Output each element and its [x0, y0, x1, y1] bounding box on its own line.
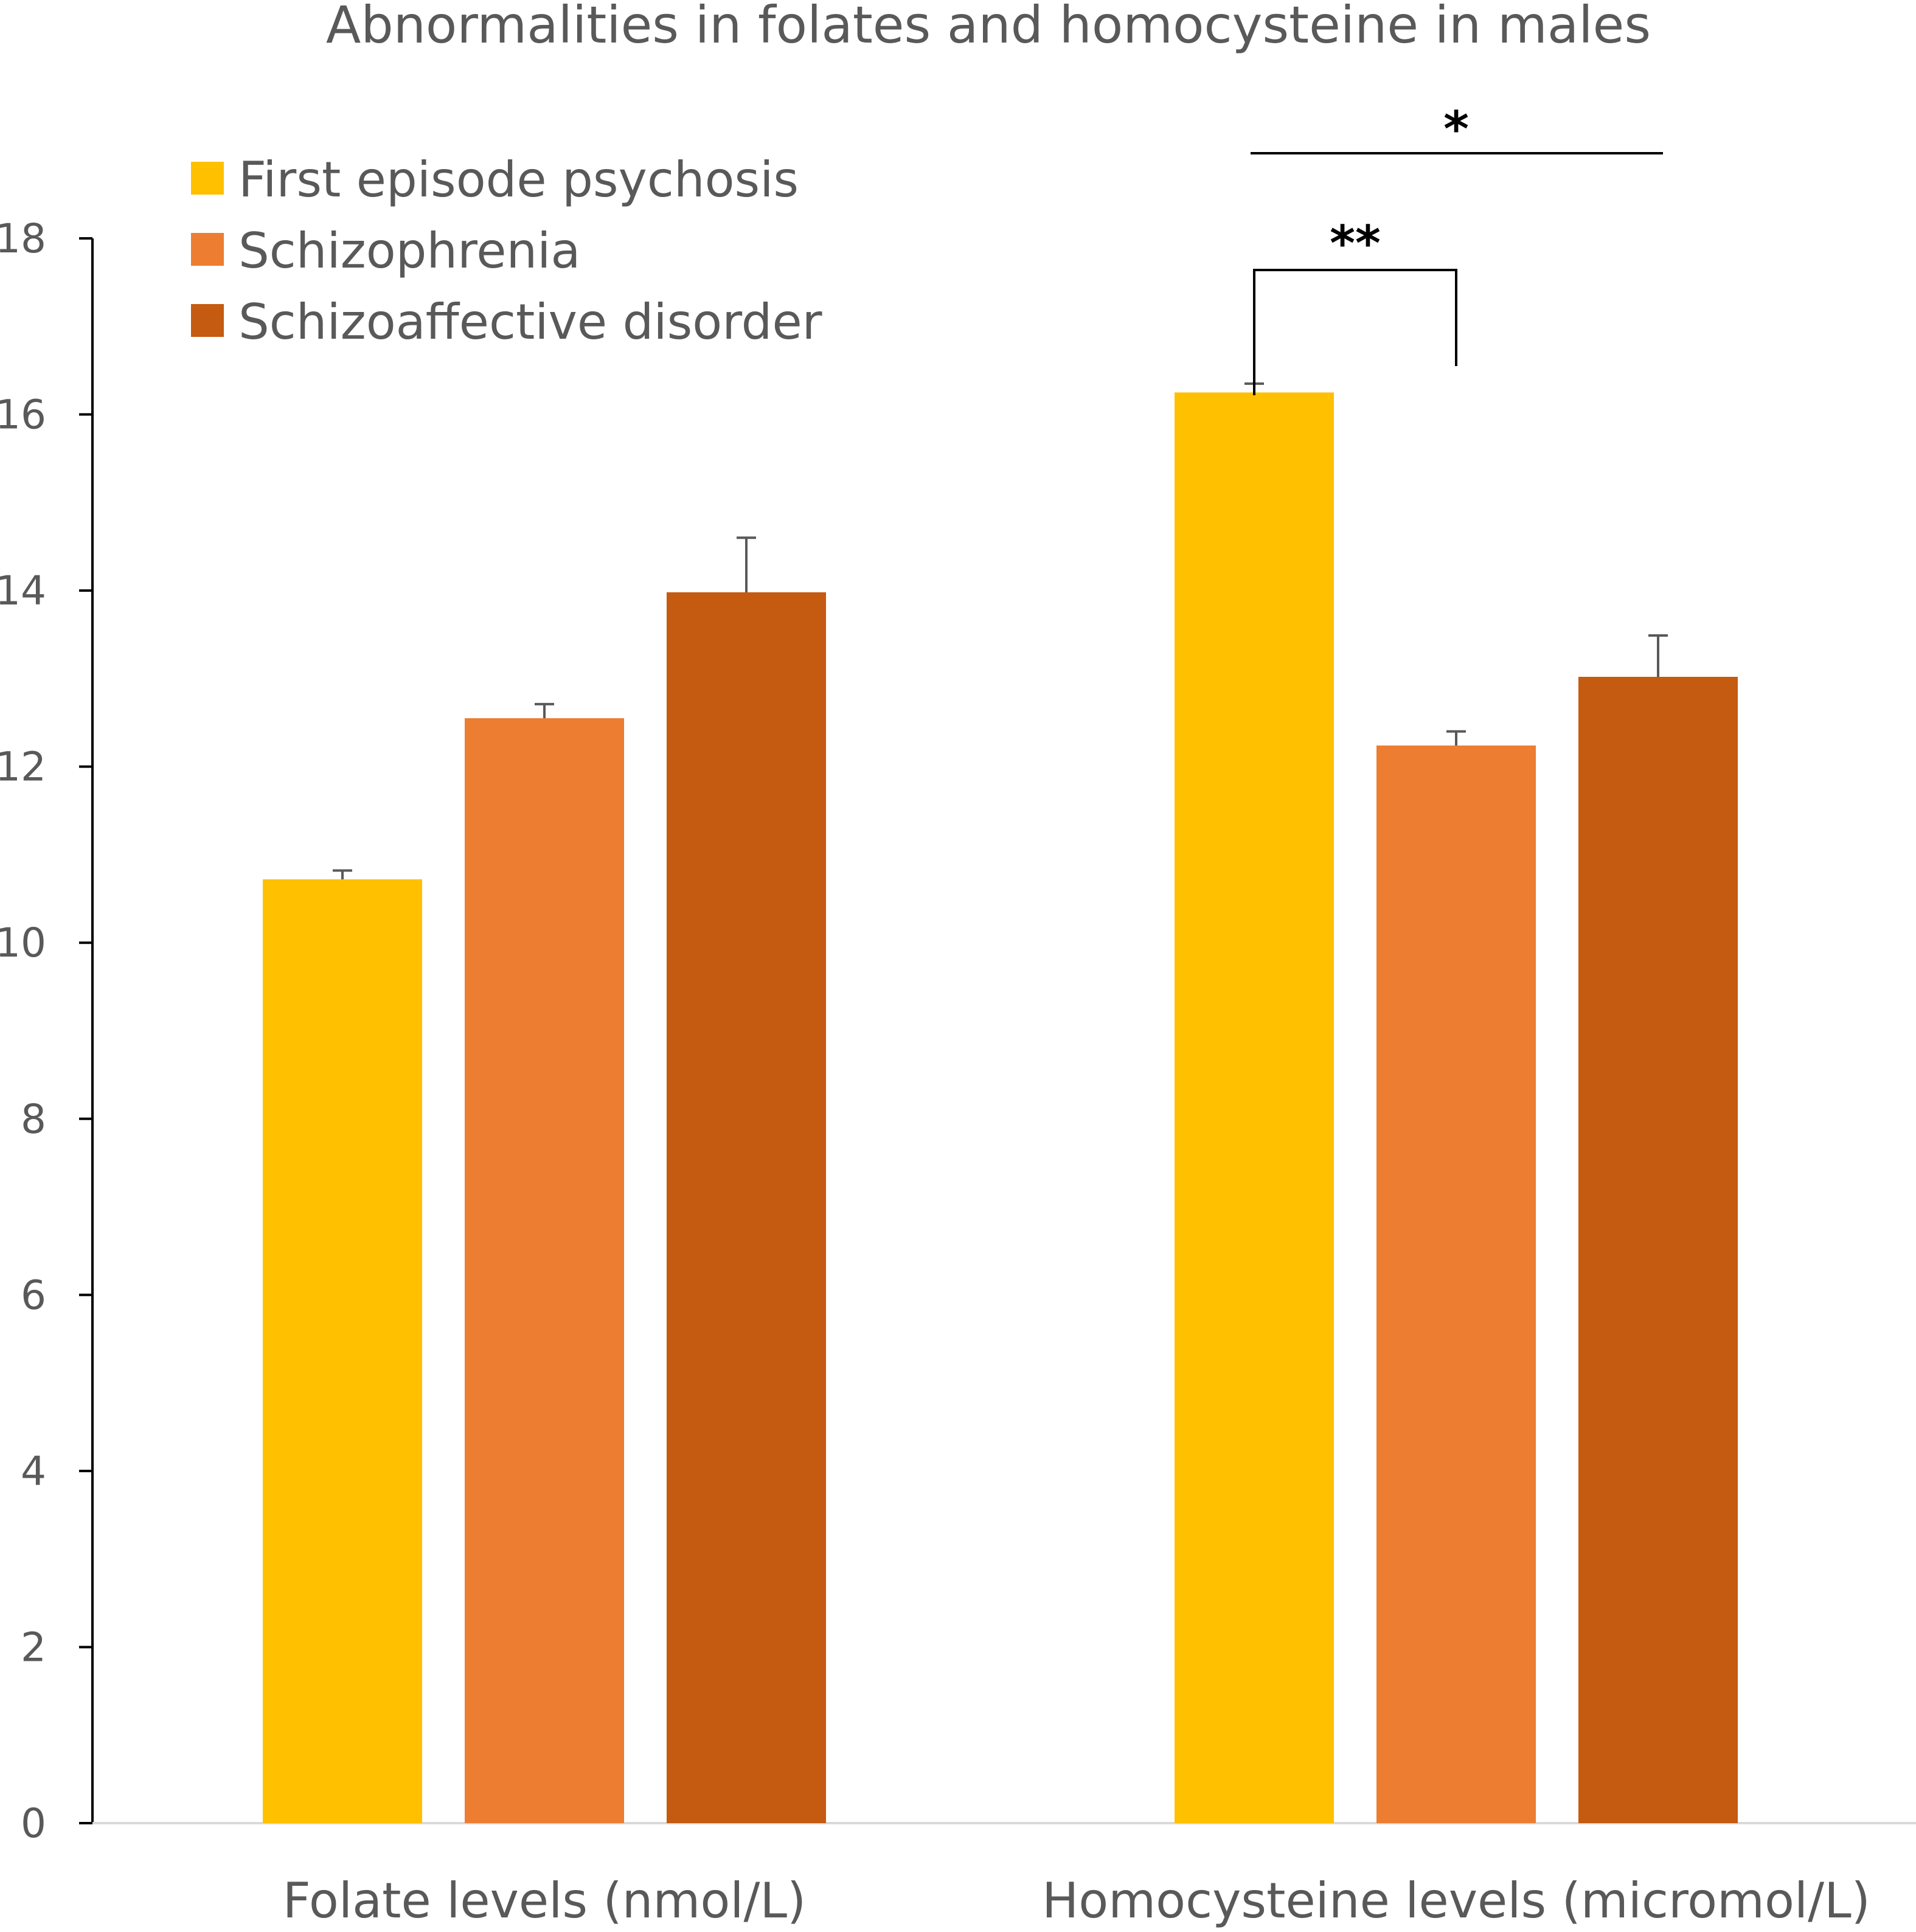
y-tick-label: 0 — [21, 1800, 46, 1847]
bars — [263, 392, 1738, 1824]
y-tick-label: 2 — [21, 1624, 46, 1671]
bar — [263, 879, 422, 1823]
y-tick-label: 16 — [0, 392, 46, 438]
x-category-label: Homocysteine levels (micromol/L) — [1042, 1872, 1870, 1929]
error-bar — [1648, 634, 1668, 677]
y-tick-label: 4 — [21, 1448, 46, 1495]
significance-bracket: ** — [1253, 215, 1457, 395]
legend-item: First episode psychosis — [191, 151, 799, 208]
error-bar — [737, 536, 756, 593]
significance-bracket: * — [1251, 101, 1663, 158]
y-tick-label: 8 — [21, 1096, 46, 1143]
y-tick-label: 12 — [0, 744, 46, 791]
legend-swatch — [191, 162, 224, 195]
legend-label: Schizoaffective disorder — [238, 294, 822, 350]
bar — [465, 718, 624, 1823]
legend-swatch — [191, 304, 224, 337]
error-bar — [1446, 730, 1466, 746]
legend-item: Schizoaffective disorder — [191, 294, 822, 350]
legend-swatch — [191, 233, 224, 266]
bar — [667, 592, 826, 1824]
error-bar — [535, 702, 554, 719]
y-tick-label: 14 — [0, 567, 46, 614]
chart-title: Abnormalities in folates and homocystein… — [326, 0, 1651, 55]
legend: First episode psychosis Schizophrenia Schi… — [191, 151, 822, 350]
y-tick-label: 10 — [0, 919, 46, 966]
y-tick-label: 18 — [0, 215, 46, 262]
significance-label: ** — [1330, 215, 1381, 272]
legend-label: Schizophrenia — [238, 223, 580, 279]
bar — [1175, 392, 1334, 1823]
significance-label: * — [1443, 101, 1469, 158]
axes: 0 2 4 6 8 10 12 14 16 18 Folate levels (nmol/L) Hom… — [0, 215, 1916, 1929]
bar — [1376, 745, 1536, 1823]
legend-item: Schizophrenia — [191, 223, 580, 279]
error-bar — [333, 869, 352, 879]
y-tick-label: 6 — [21, 1272, 46, 1318]
x-category-label: Folate levels (nmol/L) — [283, 1872, 806, 1929]
legend-label: First episode psychosis — [238, 151, 799, 208]
bar — [1578, 676, 1738, 1823]
significance-annotations: *** — [1251, 101, 1663, 395]
